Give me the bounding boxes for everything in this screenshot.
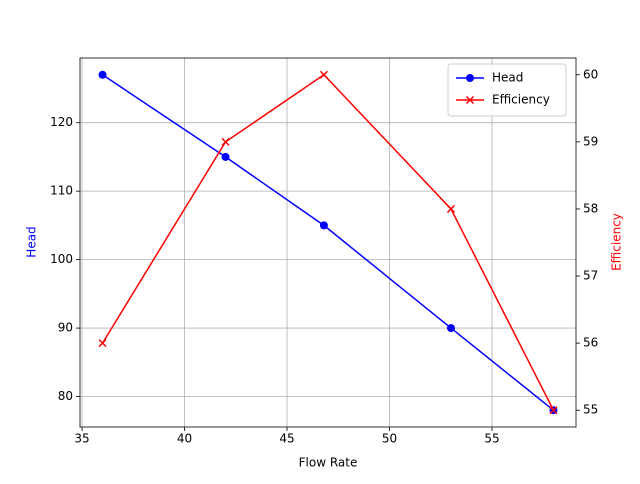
legend-box: [447, 63, 567, 117]
x-tick-label: 55: [484, 432, 499, 446]
marker: [465, 95, 475, 105]
x-tick-label: 35: [74, 432, 89, 446]
y-tick-label: 110: [50, 184, 73, 198]
marker: [549, 406, 558, 415]
marker: [446, 324, 455, 333]
grid: [80, 58, 576, 427]
marker: [319, 221, 328, 230]
y2-tick-label: 60: [583, 67, 598, 81]
y-tick-label: 100: [50, 252, 73, 266]
y2-tick-label: 59: [583, 134, 598, 148]
marker: [319, 70, 328, 79]
legend-label: Efficiency: [492, 93, 550, 107]
y2-tick-label: 56: [583, 336, 598, 350]
y2-axis-label: Efficiency: [610, 213, 624, 271]
axes-frame: [79, 57, 577, 428]
marker: [446, 204, 456, 213]
y2-tick-label: 58: [583, 201, 598, 215]
marker: [98, 70, 107, 79]
legend-label: Head: [492, 71, 523, 85]
y2-tick-label: 55: [583, 403, 598, 417]
marker: [98, 339, 107, 348]
marker: [221, 137, 230, 146]
y-tick-label: 120: [50, 115, 73, 129]
y2-tick-label: 57: [583, 269, 598, 283]
y-tick-label: 80: [58, 389, 73, 403]
marker: [221, 152, 230, 161]
x-axis-label: Flow Rate: [299, 456, 358, 470]
x-tick-label: 50: [382, 432, 397, 446]
y-axis-label: Head: [25, 226, 39, 257]
y-tick-label: 90: [58, 321, 73, 335]
legend: Head Efficiency: [447, 63, 567, 117]
x-tick-label: 40: [177, 432, 192, 446]
marker: [466, 74, 474, 82]
x-tick-label: 45: [279, 432, 294, 446]
plot: [98, 70, 558, 415]
